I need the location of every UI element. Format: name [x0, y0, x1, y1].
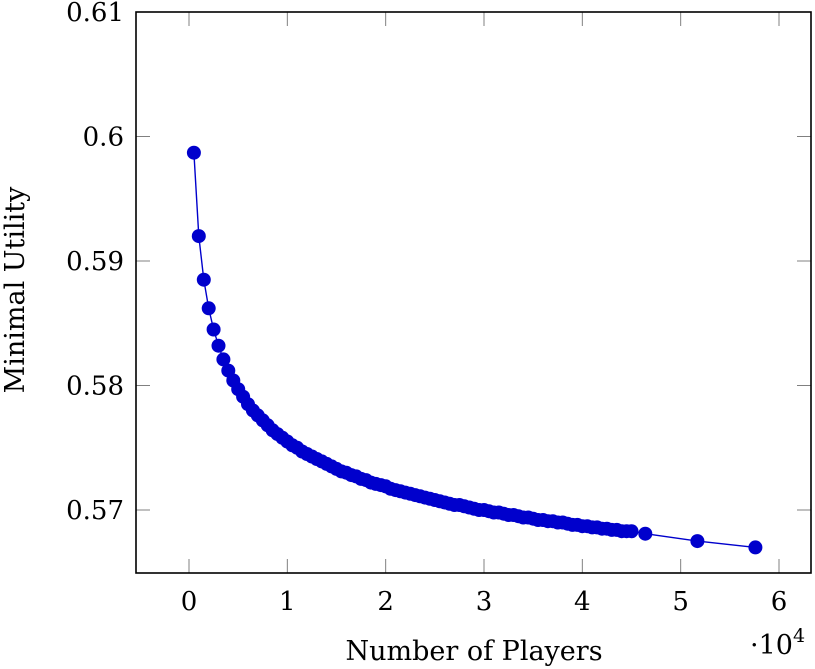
data-point-marker — [191, 229, 206, 244]
x-tick-label: 5 — [672, 587, 689, 617]
y-tick-label: 0.59 — [66, 247, 124, 277]
data-series — [186, 145, 763, 555]
data-point-marker — [186, 145, 201, 160]
plot-area-frame — [135, 11, 812, 574]
x-tick-label: 0 — [181, 587, 198, 617]
data-point-marker — [748, 540, 763, 555]
x-axis-tick-labels: 0 1 2 3 4 5 6 — [181, 587, 788, 617]
data-point-marker — [216, 352, 231, 367]
x-tick-label: 4 — [574, 587, 591, 617]
y-tick-label: 0.57 — [66, 496, 124, 526]
x-axis-scale-label: ·104 — [750, 625, 805, 661]
data-point-marker — [206, 322, 221, 337]
y-axis-label: Minimal Utility — [0, 186, 31, 394]
y-tick-label: 0.58 — [66, 372, 124, 402]
y-tick-label: 0.6 — [83, 123, 124, 153]
y-tick-label: 0.61 — [66, 0, 124, 28]
series-line — [193, 152, 756, 549]
data-point-marker — [201, 301, 216, 316]
x-tick-label: 1 — [279, 587, 296, 617]
x-scale-exponent: 4 — [793, 625, 805, 647]
data-point-marker — [638, 526, 653, 541]
data-point-marker — [690, 534, 705, 549]
data-point-marker — [196, 272, 211, 287]
data-point-marker — [211, 338, 226, 353]
y-axis-tick-labels: 0.57 0.58 0.59 0.6 0.61 — [66, 0, 124, 526]
x-scale-base: ·10 — [750, 630, 793, 661]
x-tick-label: 2 — [377, 587, 394, 617]
axis-ticks — [136, 11, 811, 573]
data-point-marker — [624, 524, 639, 539]
x-tick-label: 6 — [771, 587, 788, 617]
x-tick-label: 3 — [476, 587, 493, 617]
x-axis-label: Number of Players — [345, 636, 602, 667]
